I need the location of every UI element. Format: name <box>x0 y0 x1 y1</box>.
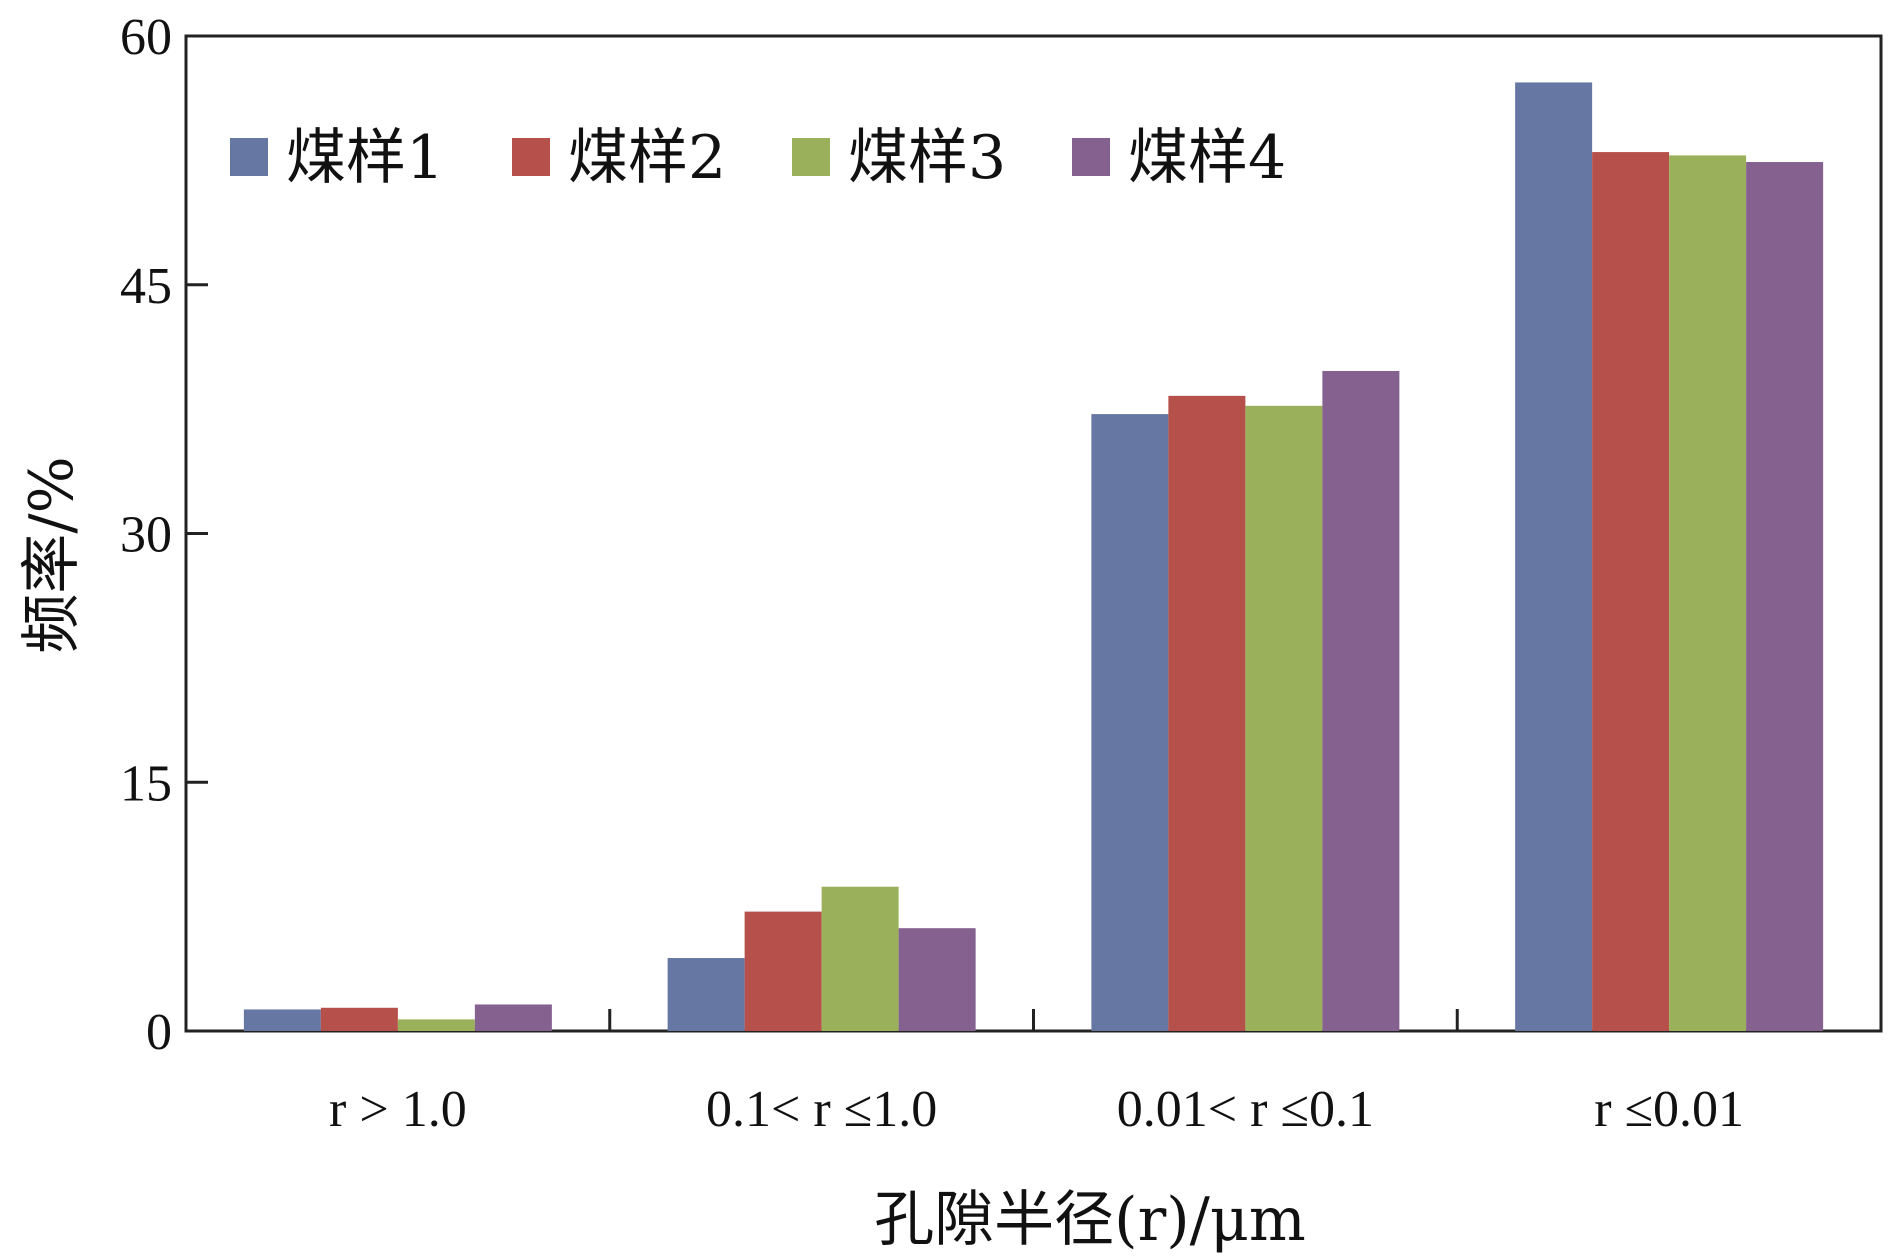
x-axis: r > 1.0 0.1< r ≤1.0 0.01< r ≤0.1 r ≤0.01 <box>329 1009 1744 1138</box>
legend-label: 煤样3 <box>848 123 1006 193</box>
legend-label: 煤样4 <box>1128 123 1286 193</box>
legend-swatch <box>1072 138 1110 176</box>
x-tick-label: r ≤0.01 <box>1594 1081 1744 1138</box>
y-tick-label: 60 <box>120 9 172 66</box>
bar <box>320 1007 398 1031</box>
bar-group <box>243 82 1824 1032</box>
x-tick-label: 0.1< r ≤1.0 <box>706 1081 937 1138</box>
y-axis: 0 15 30 45 60 <box>120 9 208 1061</box>
bar <box>821 886 899 1031</box>
y-axis-title: 频率/% <box>17 456 87 653</box>
x-axis-title: 孔隙半径(r)/μm <box>874 1185 1306 1255</box>
y-tick-label: 15 <box>120 755 172 812</box>
x-tick-label: r > 1.0 <box>329 1081 467 1138</box>
bar <box>1515 82 1593 1031</box>
bar <box>898 928 976 1031</box>
y-tick-label: 30 <box>120 507 172 564</box>
bar <box>1091 414 1169 1032</box>
y-tick-label: 0 <box>146 1004 172 1061</box>
bar <box>1746 162 1824 1032</box>
bar <box>474 1004 552 1031</box>
bar <box>1245 405 1323 1031</box>
bar <box>667 958 745 1031</box>
bar <box>1322 370 1400 1031</box>
legend-swatch <box>230 138 268 176</box>
bar <box>744 911 822 1031</box>
bar <box>243 1009 321 1031</box>
bar <box>397 1019 475 1031</box>
x-tick-label: 0.01< r ≤0.1 <box>1117 1081 1374 1138</box>
legend-swatch <box>512 138 550 176</box>
bar <box>1168 395 1246 1031</box>
legend-label: 煤样2 <box>568 123 726 193</box>
legend: 煤样1 煤样2 煤样3 煤样4 <box>230 123 1286 193</box>
legend-swatch <box>792 138 830 176</box>
y-tick-label: 45 <box>120 258 172 315</box>
bar <box>1592 152 1670 1032</box>
bar <box>1669 155 1747 1031</box>
legend-label: 煤样1 <box>286 123 444 193</box>
